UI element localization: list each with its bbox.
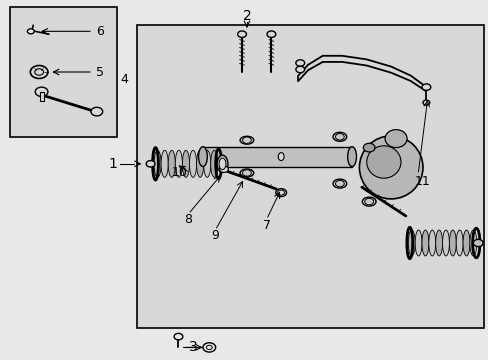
Circle shape [35,69,43,75]
Circle shape [174,333,183,340]
Ellipse shape [219,158,225,170]
Circle shape [335,134,344,140]
Circle shape [295,66,304,73]
Circle shape [146,161,155,167]
Circle shape [206,345,212,350]
Circle shape [335,180,344,187]
Ellipse shape [203,150,210,177]
Circle shape [364,198,373,205]
Circle shape [266,31,275,37]
Text: 1: 1 [108,157,117,171]
Text: 7: 7 [262,219,270,231]
Bar [137,25,483,328]
Ellipse shape [275,189,286,197]
Circle shape [30,66,48,78]
Ellipse shape [366,146,400,178]
Ellipse shape [189,150,196,177]
Ellipse shape [442,230,448,256]
Ellipse shape [332,179,346,188]
Text: 9: 9 [211,229,219,242]
Ellipse shape [428,230,435,256]
Ellipse shape [359,136,422,199]
Text: 4: 4 [121,73,128,86]
Circle shape [237,31,246,37]
Ellipse shape [175,150,182,177]
Circle shape [242,137,251,144]
Ellipse shape [240,169,253,177]
Ellipse shape [217,155,227,172]
Ellipse shape [210,150,218,177]
Ellipse shape [435,230,442,256]
Bar [10,7,117,137]
Circle shape [242,170,251,176]
Text: 3: 3 [188,341,197,354]
Text: 5: 5 [96,66,104,78]
Ellipse shape [240,136,253,144]
Ellipse shape [332,132,346,141]
Text: 11: 11 [414,175,430,188]
Ellipse shape [278,153,284,161]
Ellipse shape [469,230,476,256]
Text: 2: 2 [242,9,251,23]
Circle shape [295,60,304,66]
Circle shape [27,29,34,34]
Ellipse shape [414,230,421,256]
Bar [40,92,43,101]
Circle shape [91,107,102,116]
Ellipse shape [455,230,462,256]
Ellipse shape [198,147,207,167]
Text: 8: 8 [184,213,192,226]
Circle shape [472,239,482,247]
Ellipse shape [196,150,203,177]
Ellipse shape [154,150,161,177]
Ellipse shape [168,150,175,177]
Circle shape [421,84,430,90]
Ellipse shape [385,130,406,148]
Text: 6: 6 [96,25,104,38]
Ellipse shape [161,150,168,177]
Circle shape [363,143,374,152]
Circle shape [219,166,228,172]
Ellipse shape [347,147,356,167]
Circle shape [203,343,215,352]
Ellipse shape [462,230,469,256]
Ellipse shape [182,150,189,177]
Ellipse shape [407,230,414,256]
Circle shape [277,190,284,195]
Text: 10: 10 [172,166,187,179]
Circle shape [35,87,48,96]
Circle shape [422,100,429,105]
Ellipse shape [421,230,428,256]
Ellipse shape [362,197,375,206]
Ellipse shape [448,230,455,256]
Bar [203,147,351,166]
